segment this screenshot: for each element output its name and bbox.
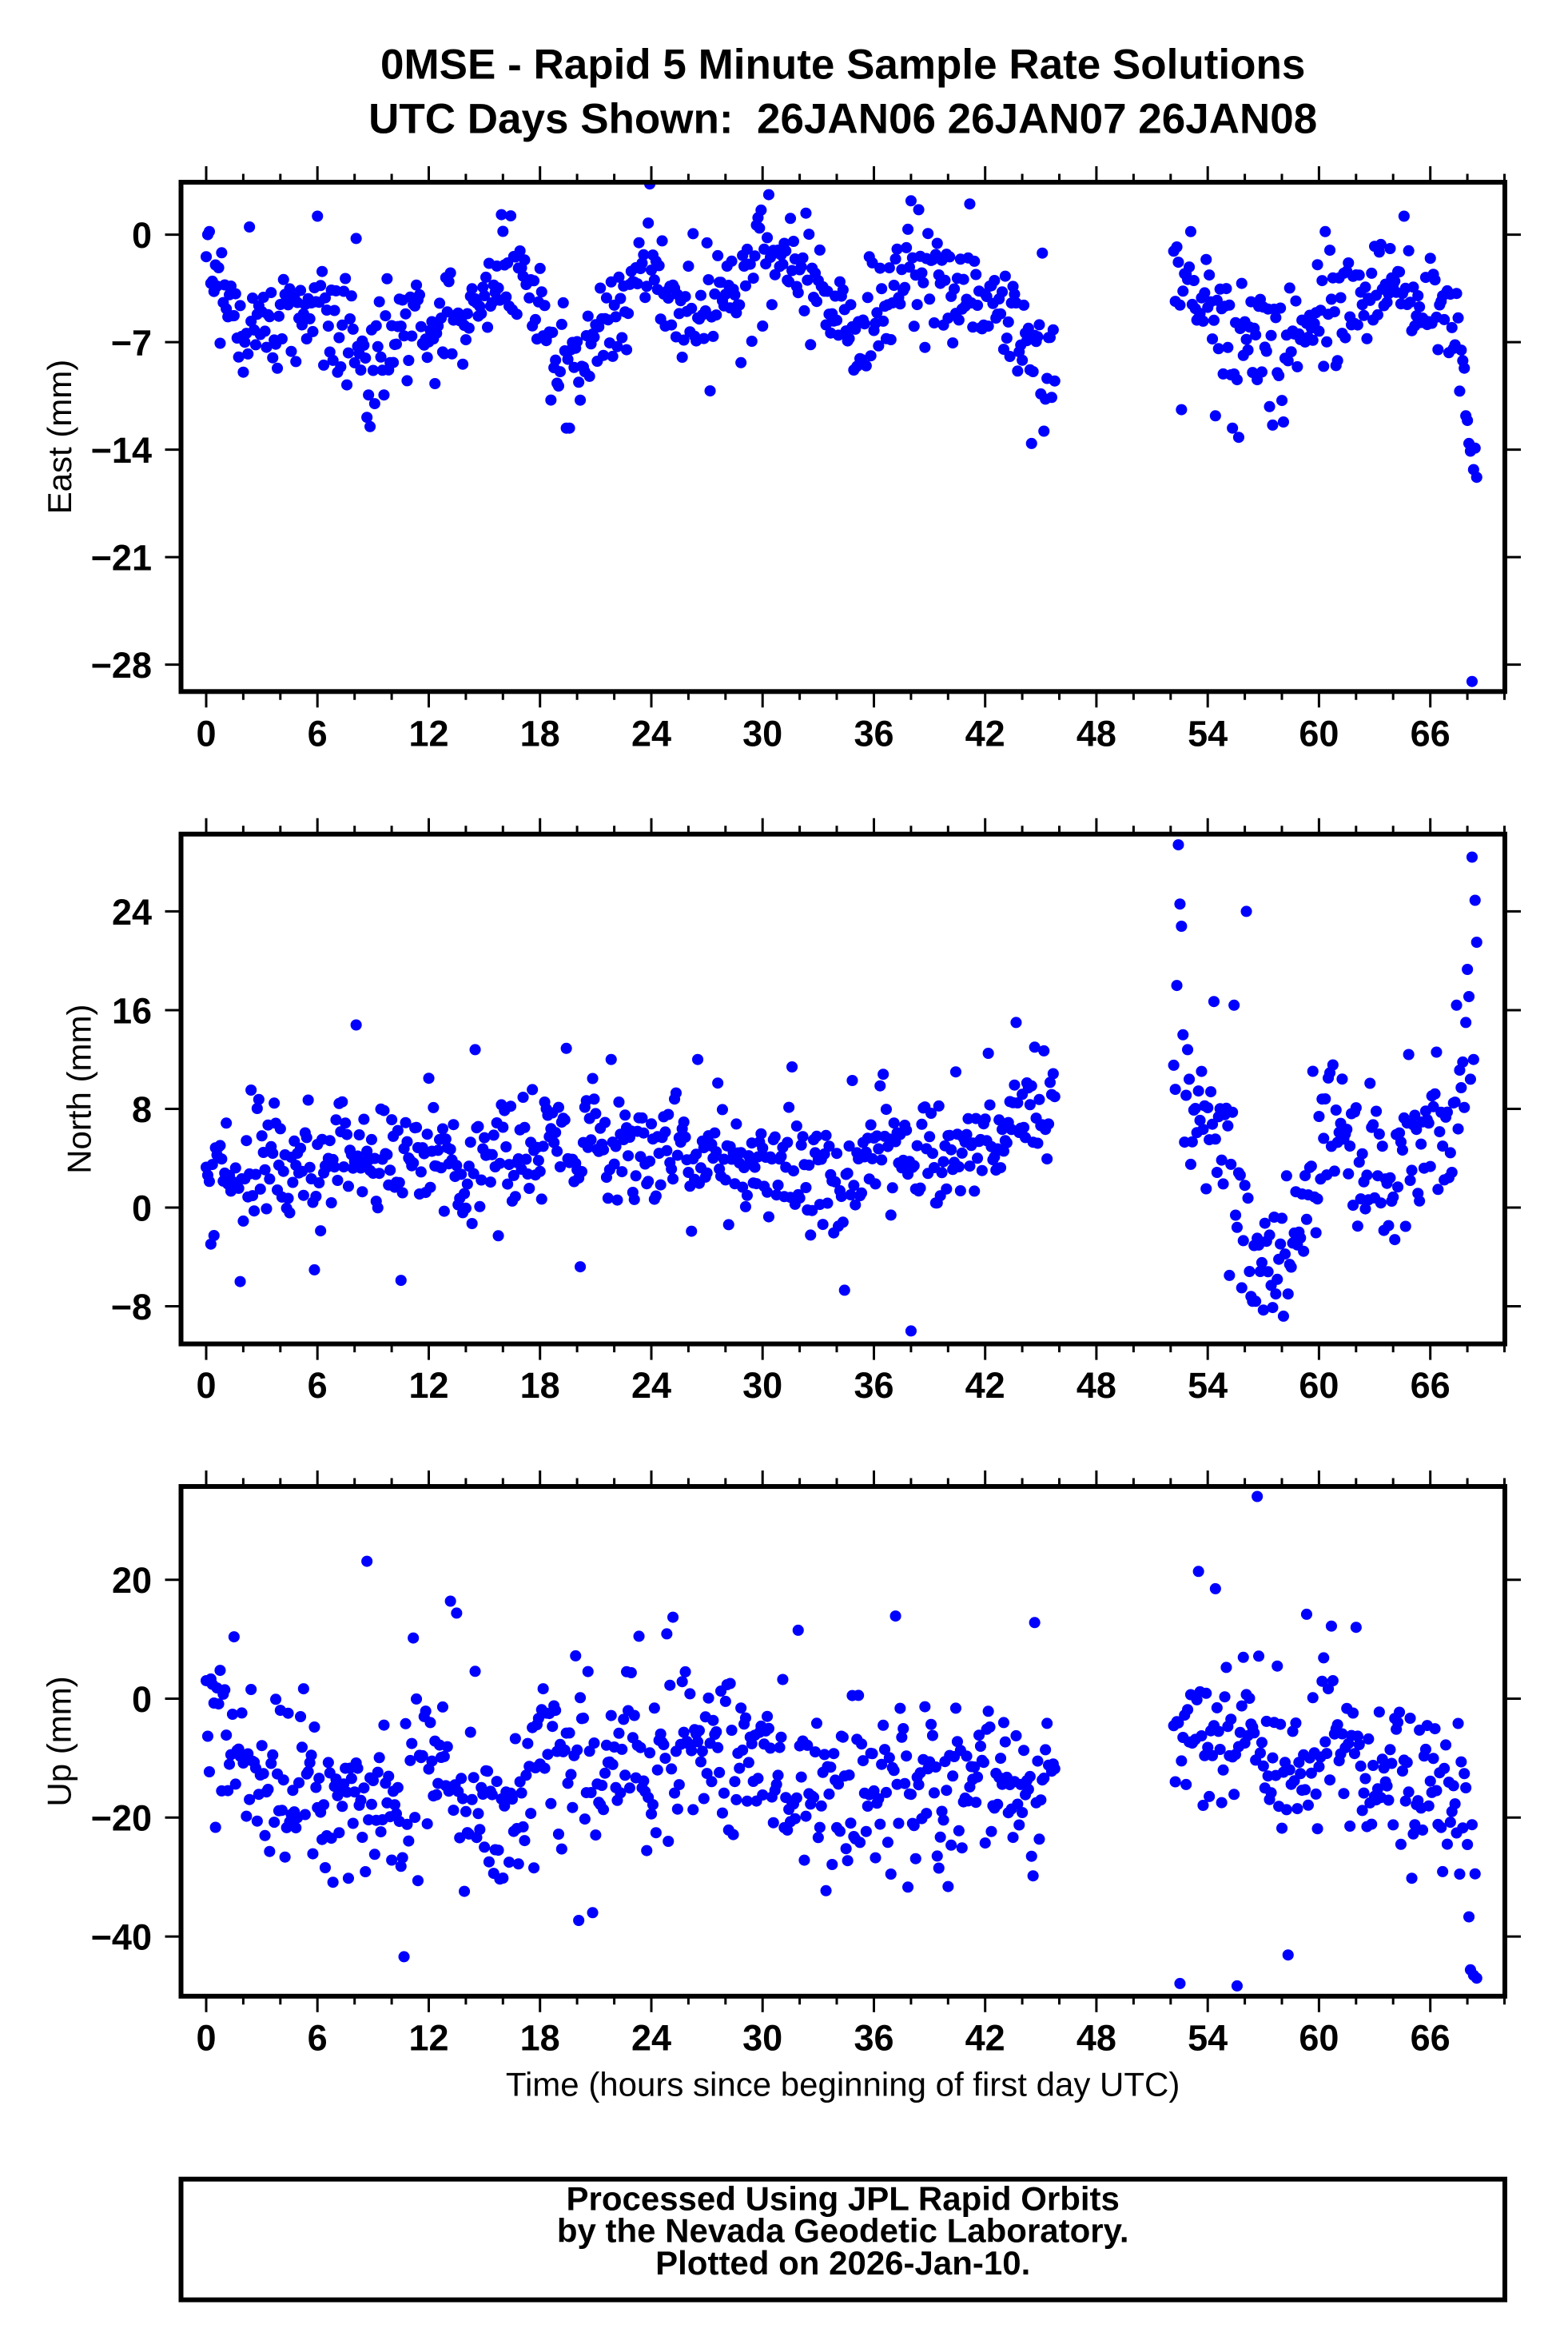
- svg-text:30: 30: [742, 714, 782, 754]
- svg-text:16: 16: [112, 990, 152, 1031]
- svg-text:−14: −14: [91, 430, 152, 471]
- svg-text:60: 60: [1299, 2017, 1339, 2058]
- svg-text:24: 24: [631, 2017, 671, 2058]
- svg-text:30: 30: [742, 2017, 782, 2058]
- svg-text:66: 66: [1411, 1365, 1451, 1406]
- svg-text:0: 0: [196, 1365, 216, 1406]
- svg-text:36: 36: [854, 714, 893, 754]
- svg-text:54: 54: [1188, 1365, 1228, 1406]
- svg-text:24: 24: [112, 892, 152, 933]
- svg-text:Processed Using JPL Rapid Orbi: Processed Using JPL Rapid Orbits: [566, 2180, 1119, 2218]
- svg-text:48: 48: [1077, 1365, 1116, 1406]
- svg-text:12: 12: [408, 2017, 448, 2058]
- svg-text:0: 0: [132, 1188, 152, 1228]
- svg-text:North (mm): North (mm): [61, 1005, 98, 1174]
- svg-text:East (mm): East (mm): [41, 360, 78, 515]
- svg-text:18: 18: [520, 714, 560, 754]
- svg-text:by the Nevada Geodetic Laborat: by the Nevada Geodetic Laboratory.: [557, 2212, 1129, 2250]
- svg-text:6: 6: [308, 714, 328, 754]
- svg-text:Plotted on 2026-Jan-10.: Plotted on 2026-Jan-10.: [655, 2244, 1030, 2282]
- svg-text:−21: −21: [91, 538, 152, 579]
- svg-text:0: 0: [132, 1679, 152, 1720]
- svg-text:0: 0: [132, 215, 152, 256]
- svg-text:24: 24: [631, 1365, 671, 1406]
- svg-text:42: 42: [965, 1365, 1005, 1406]
- svg-text:12: 12: [408, 1365, 448, 1406]
- svg-text:36: 36: [854, 2017, 893, 2058]
- svg-text:12: 12: [408, 714, 448, 754]
- svg-text:6: 6: [308, 2017, 328, 2058]
- svg-text:0MSE - Rapid 5 Minute Sample R: 0MSE - Rapid 5 Minute Sample Rate Soluti…: [380, 41, 1305, 88]
- svg-text:0: 0: [196, 2017, 216, 2058]
- svg-text:−40: −40: [91, 1917, 152, 1958]
- svg-text:42: 42: [965, 714, 1005, 754]
- svg-text:−8: −8: [111, 1287, 152, 1327]
- svg-text:66: 66: [1411, 714, 1451, 754]
- svg-text:0: 0: [196, 714, 216, 754]
- svg-text:24: 24: [631, 714, 671, 754]
- svg-text:18: 18: [520, 1365, 560, 1406]
- svg-text:−7: −7: [111, 323, 152, 364]
- svg-text:6: 6: [308, 1365, 328, 1406]
- svg-text:Time (hours since beginning of: Time (hours since beginning of first day…: [506, 2065, 1180, 2103]
- svg-text:60: 60: [1299, 714, 1339, 754]
- svg-text:18: 18: [520, 2017, 560, 2058]
- svg-text:8: 8: [132, 1089, 152, 1130]
- svg-text:54: 54: [1188, 2017, 1228, 2058]
- svg-text:30: 30: [742, 1365, 782, 1406]
- svg-text:48: 48: [1077, 2017, 1116, 2058]
- svg-text:66: 66: [1411, 2017, 1451, 2058]
- svg-text:20: 20: [112, 1560, 152, 1601]
- svg-text:36: 36: [854, 1365, 893, 1406]
- svg-text:−20: −20: [91, 1798, 152, 1839]
- svg-text:UTC Days Shown: 26JAN06 26JAN: UTC Days Shown: 26JAN06 26JAN07 26JAN08: [368, 95, 1317, 142]
- svg-text:48: 48: [1077, 714, 1116, 754]
- svg-text:Up (mm): Up (mm): [41, 1676, 78, 1806]
- svg-text:54: 54: [1188, 714, 1228, 754]
- svg-text:60: 60: [1299, 1365, 1339, 1406]
- svg-text:−28: −28: [91, 645, 152, 686]
- svg-text:42: 42: [965, 2017, 1005, 2058]
